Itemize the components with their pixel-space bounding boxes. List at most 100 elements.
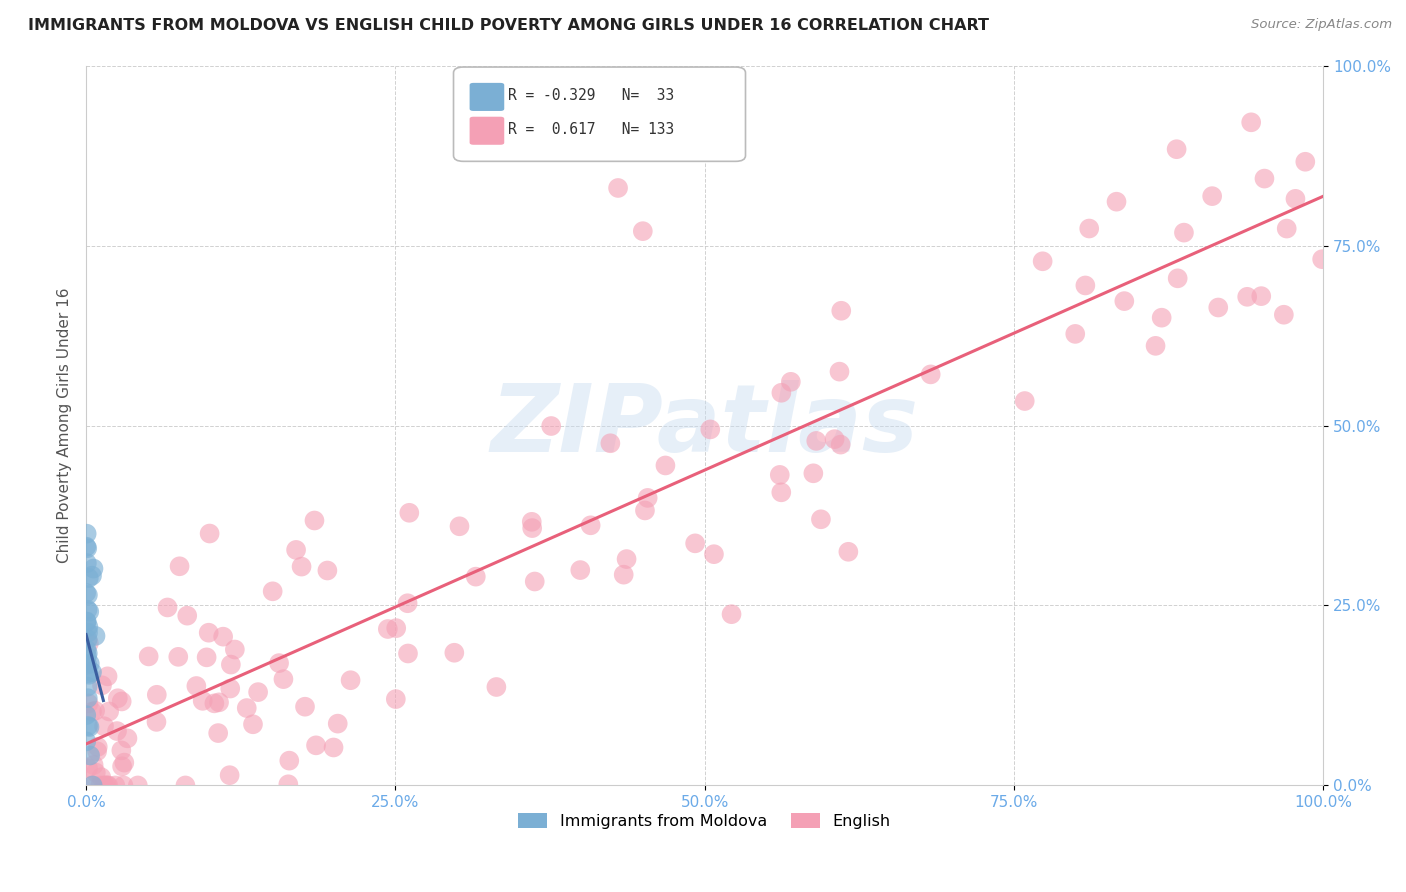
Point (111, 694, 134, 708)
Text: R =  0.617   N= 133: R = 0.617 N= 133 (508, 122, 675, 137)
Point (84, 704, 107, 718)
Point (1250, 289, 1272, 303)
Point (104, 779, 127, 793)
Point (770, 385, 793, 400)
Point (76, 632, 98, 647)
Point (186, 679, 208, 693)
Point (176, 608, 198, 623)
Point (326, 716, 349, 731)
Point (110, 743, 132, 757)
Point (385, 692, 408, 706)
Point (322, 740, 344, 755)
Point (77, 620, 100, 634)
Point (294, 699, 316, 714)
Point (212, 630, 235, 644)
Point (828, 365, 851, 379)
Point (1166, 142, 1188, 156)
Point (810, 512, 832, 526)
FancyBboxPatch shape (470, 117, 505, 145)
Point (105, 724, 128, 739)
Point (485, 680, 508, 694)
Point (75, 586, 97, 600)
Legend: Immigrants from Moldova, English: Immigrants from Moldova, English (512, 806, 897, 835)
Point (75, 540, 97, 554)
Point (1078, 221, 1101, 235)
Point (396, 596, 419, 610)
Point (91, 678, 114, 692)
Point (77, 761, 100, 775)
Point (522, 521, 544, 535)
Point (76, 541, 98, 556)
Point (273, 672, 295, 686)
Point (339, 673, 361, 688)
Point (1206, 301, 1229, 315)
Point (683, 536, 706, 550)
Point (377, 622, 399, 636)
Point (218, 768, 240, 782)
Point (1173, 226, 1195, 240)
Point (84, 629, 107, 643)
Point (80, 665, 103, 679)
Point (449, 519, 471, 533)
Point (1294, 154, 1316, 169)
Point (79, 720, 101, 734)
Point (96, 779, 118, 793)
Point (77, 719, 100, 733)
Point (277, 777, 299, 791)
Point (76, 649, 98, 664)
Point (443, 646, 465, 660)
Point (920, 368, 942, 382)
Point (1114, 294, 1136, 309)
Point (242, 717, 264, 731)
Point (1105, 194, 1128, 209)
Point (75, 708, 97, 723)
Point (267, 656, 290, 670)
Y-axis label: Child Poverty Among Girls Under 16: Child Poverty Among Girls Under 16 (58, 288, 72, 563)
Point (77, 697, 100, 711)
Point (80, 705, 103, 719)
Point (236, 701, 259, 715)
Point (117, 731, 139, 746)
Point (90, 770, 112, 784)
FancyBboxPatch shape (454, 67, 745, 161)
Point (77, 588, 100, 602)
Point (631, 224, 654, 238)
Point (316, 564, 339, 578)
Point (801, 467, 824, 481)
Point (75, 734, 97, 748)
Point (107, 691, 129, 706)
Point (80, 779, 103, 793)
Point (278, 754, 301, 768)
Point (97, 669, 120, 683)
Point (195, 650, 218, 665)
Point (146, 688, 169, 702)
Point (305, 739, 328, 753)
Point (637, 491, 659, 505)
Point (77, 636, 100, 650)
Point (830, 303, 852, 318)
Point (304, 514, 326, 528)
Point (806, 434, 828, 448)
Point (93, 719, 115, 733)
Point (77, 625, 100, 640)
Point (464, 569, 486, 583)
Point (86, 744, 108, 758)
Point (208, 695, 231, 709)
Point (1074, 278, 1097, 293)
Point (82, 561, 104, 575)
Point (76, 556, 98, 570)
Point (191, 694, 214, 708)
Point (654, 458, 676, 473)
Point (398, 506, 420, 520)
Point (76, 526, 98, 541)
Point (285, 542, 308, 557)
Point (520, 515, 543, 529)
Point (82, 779, 104, 793)
Point (79, 748, 101, 763)
Point (1236, 290, 1258, 304)
FancyBboxPatch shape (470, 83, 505, 111)
Point (1253, 171, 1275, 186)
Point (599, 436, 621, 450)
Point (80, 568, 103, 582)
Point (607, 181, 630, 195)
